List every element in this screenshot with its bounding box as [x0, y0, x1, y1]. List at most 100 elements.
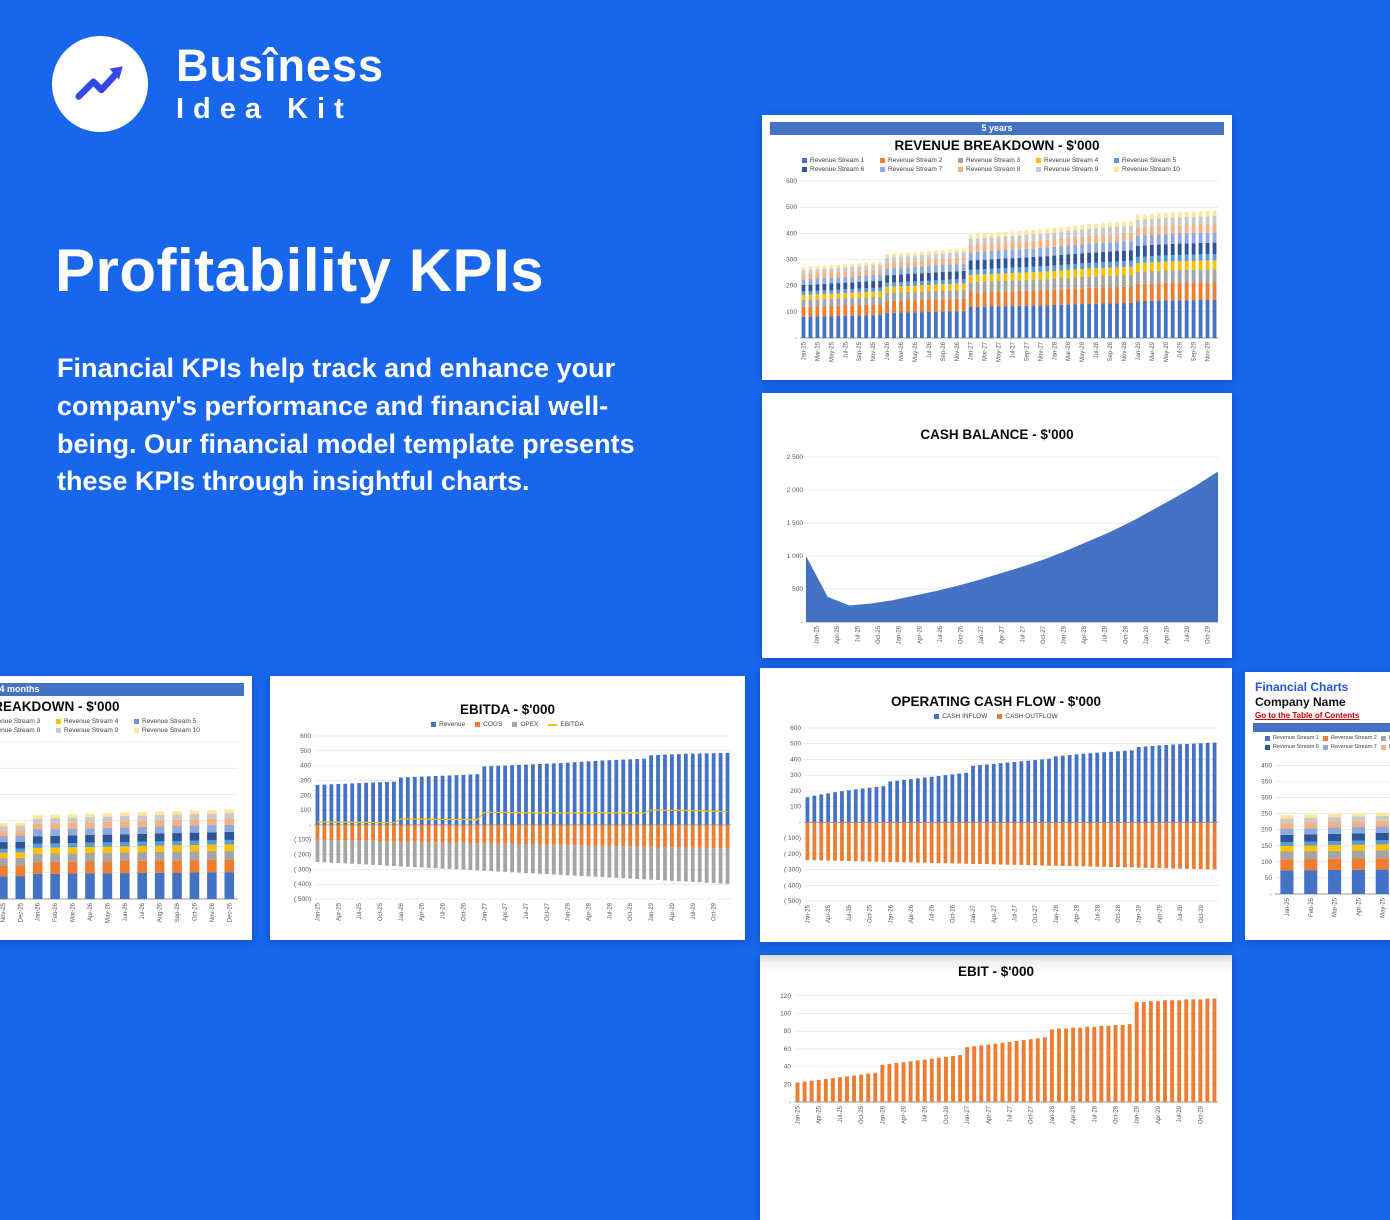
svg-text:( 100): ( 100): [294, 837, 311, 844]
svg-text:Jan-26: Jan-26: [399, 902, 405, 921]
legend-item: Revenue Stream 2: [880, 156, 958, 165]
svg-text:Apr-27: Apr-27: [503, 902, 509, 921]
revenue-breakdown-mini-chart: 400 350 300 250 200 150 100 50 - Jan-25 Feb-25 Mar-…: [1253, 754, 1390, 924]
legend-item: Revenue Stream 5: [1114, 156, 1192, 165]
svg-text:-: -: [795, 335, 797, 342]
svg-text:Mar-27: Mar-27: [983, 341, 989, 361]
svg-text:1 500: 1 500: [787, 520, 804, 527]
svg-text:May-27: May-27: [997, 341, 1003, 362]
svg-text:500: 500: [792, 586, 803, 593]
operating-cash-flow-chart: 600 500 400 300 200 100 - ( 100) ( 200) ( 300) ( 4…: [768, 723, 1224, 931]
operating-cash-flow-card: OPERATING CASH FLOW - $'000 CASH INFLOW C…: [760, 668, 1232, 942]
svg-text:( 400): ( 400): [784, 882, 801, 889]
legend-swatch: [958, 158, 963, 163]
svg-text:Oct-26: Oct-26: [959, 625, 965, 644]
svg-text:Oct-29: Oct-29: [1198, 1105, 1204, 1124]
svg-text:Jan-29: Jan-29: [1144, 625, 1150, 644]
financial-charts-card: Financial Charts Company Name Go to the …: [1245, 672, 1390, 940]
svg-text:200: 200: [786, 283, 797, 290]
svg-text:Apr-25: Apr-25: [835, 625, 841, 644]
svg-text:Jan-29: Jan-29: [1136, 341, 1142, 360]
revenue-breakdown-24m-card: 24 months REVENUE BREAKDOWN - $'000 Reve…: [0, 676, 252, 940]
svg-text:300: 300: [786, 257, 797, 264]
svg-text:400: 400: [790, 756, 801, 763]
revenue-breakdown-24m-chart: 600500400300200100-Jan-25Feb-25Mar-25Apr…: [0, 737, 244, 929]
svg-text:100: 100: [1261, 859, 1272, 866]
svg-text:Jul-29: Jul-29: [1185, 625, 1191, 642]
brand-subname: Idea Kit: [176, 92, 353, 125]
cash-balance-chart: 2 500 2 000 1 500 1 000 500 - Jan-25 Apr-25 Jul-…: [770, 452, 1224, 652]
svg-text:Oct-25: Oct-25: [868, 904, 874, 923]
legend-item: Revenue Stream 4: [56, 717, 134, 726]
legend-item: Revenue Stream 7: [1323, 743, 1381, 752]
svg-text:Jan-28: Jan-28: [1050, 1105, 1056, 1124]
svg-text:40: 40: [784, 1064, 792, 1071]
table-of-contents-link[interactable]: Go to the Table of Contents: [1255, 711, 1360, 720]
svg-text:Jan-25: Jan-25: [805, 904, 811, 923]
svg-text:Jul-26: Jul-26: [441, 902, 447, 919]
svg-text:( 200): ( 200): [294, 852, 311, 859]
svg-text:Oct-26: Oct-26: [192, 902, 198, 921]
ebitda-chart: 600 500 400 300 200 100 - ( 100) ( 200) ( 300) ( 4…: [278, 731, 737, 929]
svg-text:Jul-26: Jul-26: [938, 625, 944, 642]
svg-text:Mar-28: Mar-28: [1066, 341, 1072, 361]
svg-text:Jan-29: Jan-29: [1135, 1105, 1141, 1124]
svg-text:Sep-27: Sep-27: [1024, 341, 1030, 361]
svg-text:2 500: 2 500: [787, 454, 804, 461]
svg-text:Oct-29: Oct-29: [1206, 625, 1212, 644]
svg-text:Oct-28: Oct-28: [628, 902, 634, 921]
svg-text:Oct-29: Oct-29: [1199, 904, 1205, 923]
legend-swatch: [56, 728, 61, 733]
svg-text:Jul-29: Jul-29: [691, 902, 697, 919]
svg-text:Jul-26: Jul-26: [140, 902, 146, 919]
legend-swatch: [802, 158, 807, 163]
svg-text:Sep-25: Sep-25: [857, 341, 863, 361]
svg-text:Apr-25: Apr-25: [817, 1105, 823, 1124]
svg-text:60: 60: [784, 1046, 792, 1053]
svg-text:Feb-26: Feb-26: [53, 902, 59, 922]
svg-text:( 400): ( 400): [294, 881, 311, 888]
svg-text:( 500): ( 500): [294, 896, 311, 903]
legend-swatch: [934, 714, 940, 719]
chart-title: OPERATING CASH FLOW - $'000: [891, 694, 1101, 709]
legend-swatch: [802, 167, 807, 172]
svg-text:250: 250: [1261, 811, 1272, 818]
page-background: Busîness Idea Kit Profitability KPIs Fin…: [0, 36, 1390, 1220]
svg-text:-: -: [801, 619, 803, 626]
legend-item: Revenue Stream 6: [1265, 743, 1323, 752]
svg-text:Apr-26: Apr-26: [909, 904, 915, 923]
legend-item: Revenue Stream 10: [1114, 165, 1192, 174]
svg-text:Jan-29: Jan-29: [1137, 904, 1143, 923]
svg-text:400: 400: [1261, 762, 1272, 769]
legend-swatch: [431, 722, 437, 727]
legend-swatch: [548, 723, 558, 726]
svg-text:Jul-25: Jul-25: [856, 625, 862, 642]
svg-text:( 100): ( 100): [784, 835, 801, 842]
legend-item: Revenue Stream 8: [0, 727, 41, 734]
brand-text: Busîness Idea Kit: [176, 42, 384, 125]
svg-text:Apr-27: Apr-27: [992, 904, 998, 923]
svg-text:Jul-28: Jul-28: [1092, 1105, 1098, 1122]
svg-text:Oct-27: Oct-27: [1029, 1105, 1035, 1124]
legend-item: Revenue Stream 3: [958, 156, 1036, 165]
chart-title: REVENUE BREAKDOWN - $'000: [0, 699, 120, 714]
svg-text:Jan-26: Jan-26: [36, 902, 42, 921]
legend-item: Revenue Stream 9: [56, 726, 134, 735]
svg-text:Jan-28: Jan-28: [1052, 341, 1058, 360]
svg-text:Jul-28: Jul-28: [1094, 341, 1100, 358]
svg-text:1 000: 1 000: [787, 553, 804, 560]
svg-text:Jan-26: Jan-26: [880, 1105, 886, 1124]
trend-arrow-icon: [75, 66, 123, 100]
svg-text:Oct-25: Oct-25: [378, 902, 384, 921]
svg-text:Apr-27: Apr-27: [986, 1105, 992, 1124]
svg-text:Apr-28: Apr-28: [1082, 625, 1088, 644]
svg-text:Dec-25: Dec-25: [18, 902, 24, 922]
svg-text:Dec-26: Dec-26: [227, 902, 233, 922]
svg-text:500: 500: [300, 748, 311, 755]
svg-text:Jan-27: Jan-27: [482, 902, 488, 921]
company-name: Company Name: [1255, 695, 1346, 709]
legend-swatch: [134, 728, 139, 733]
svg-text:Sep-29: Sep-29: [1192, 341, 1198, 361]
